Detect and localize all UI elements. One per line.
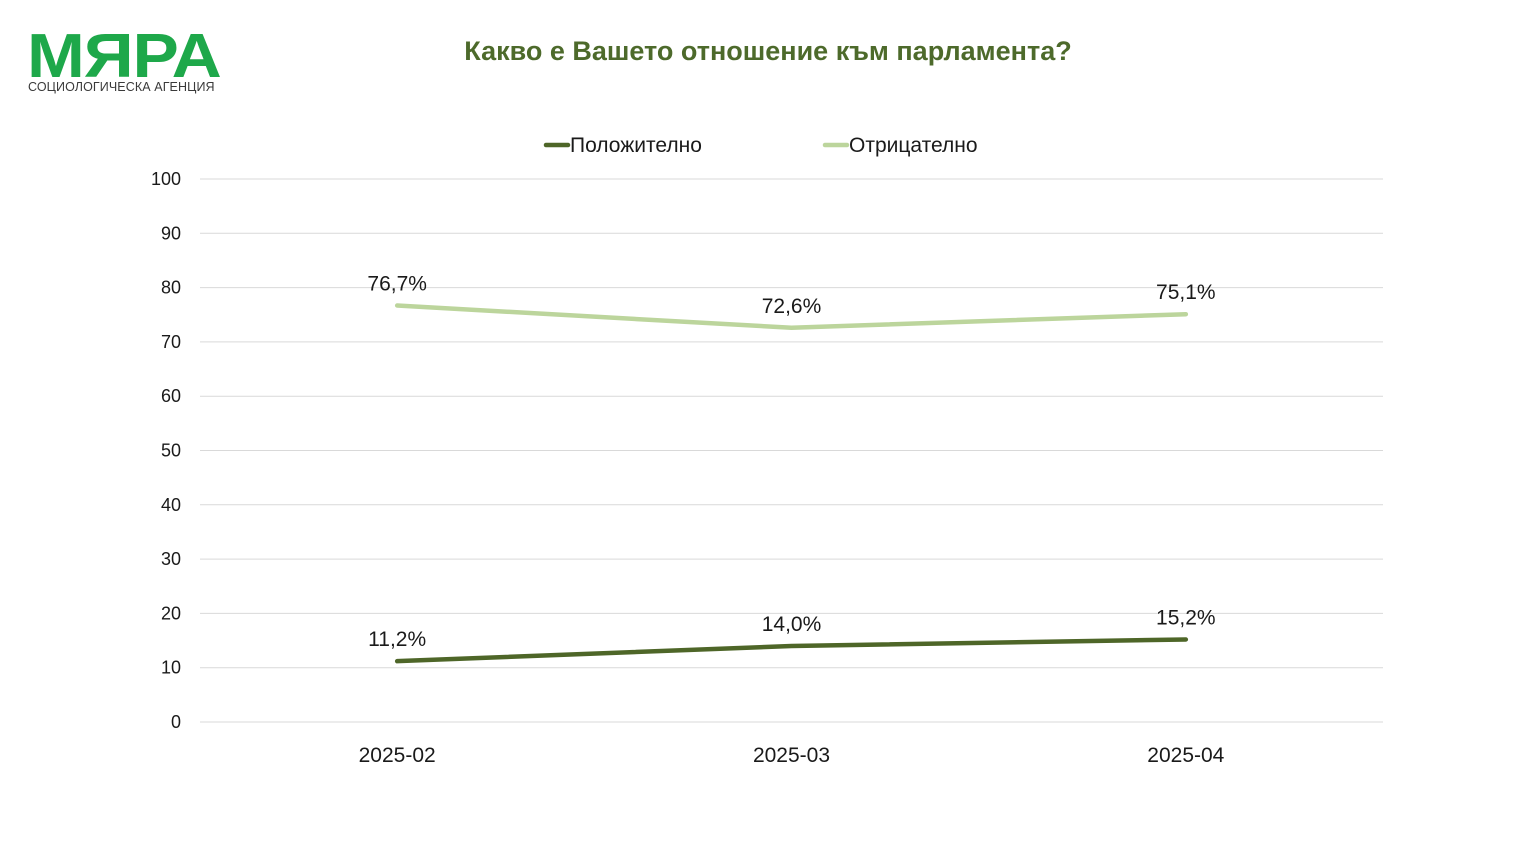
x-tick-label: 2025-04	[1147, 744, 1224, 767]
x-tick-label: 2025-02	[359, 744, 436, 767]
y-tick-label: 0	[171, 712, 181, 732]
logo-wordmark: МЯРА	[27, 22, 222, 91]
chart-title: Какво е Вашето отношение към парламента?	[464, 36, 1072, 66]
logo: МЯРА СОЦИОЛОГИЧЕСКА АГЕНЦИЯ	[27, 22, 227, 98]
y-tick-label: 90	[161, 223, 181, 243]
data-label: 75,1%	[1156, 281, 1216, 304]
y-tick-label: 60	[161, 386, 181, 406]
data-label: 15,2%	[1156, 606, 1216, 629]
y-tick-label: 10	[161, 658, 181, 678]
logo-subtitle: СОЦИОЛОГИЧЕСКА АГЕНЦИЯ	[28, 80, 215, 94]
y-tick-label: 20	[161, 603, 181, 623]
y-tick-label: 50	[161, 441, 181, 461]
data-label: 11,2%	[368, 628, 426, 651]
legend-label: Отрицателно	[849, 134, 978, 157]
series-line-0	[394, 637, 1189, 664]
legend-label: Положително	[570, 134, 702, 157]
series-line-1	[394, 303, 1189, 331]
y-tick-label: 40	[161, 495, 181, 515]
y-tick-label: 30	[161, 549, 181, 569]
data-label: 14,0%	[762, 613, 822, 636]
y-tick-label: 80	[161, 278, 181, 298]
x-tick-label: 2025-03	[753, 744, 830, 767]
data-label: 76,7%	[367, 273, 427, 296]
data-label: 72,6%	[762, 295, 822, 318]
y-tick-label: 100	[151, 169, 181, 189]
y-tick-label: 70	[161, 332, 181, 352]
